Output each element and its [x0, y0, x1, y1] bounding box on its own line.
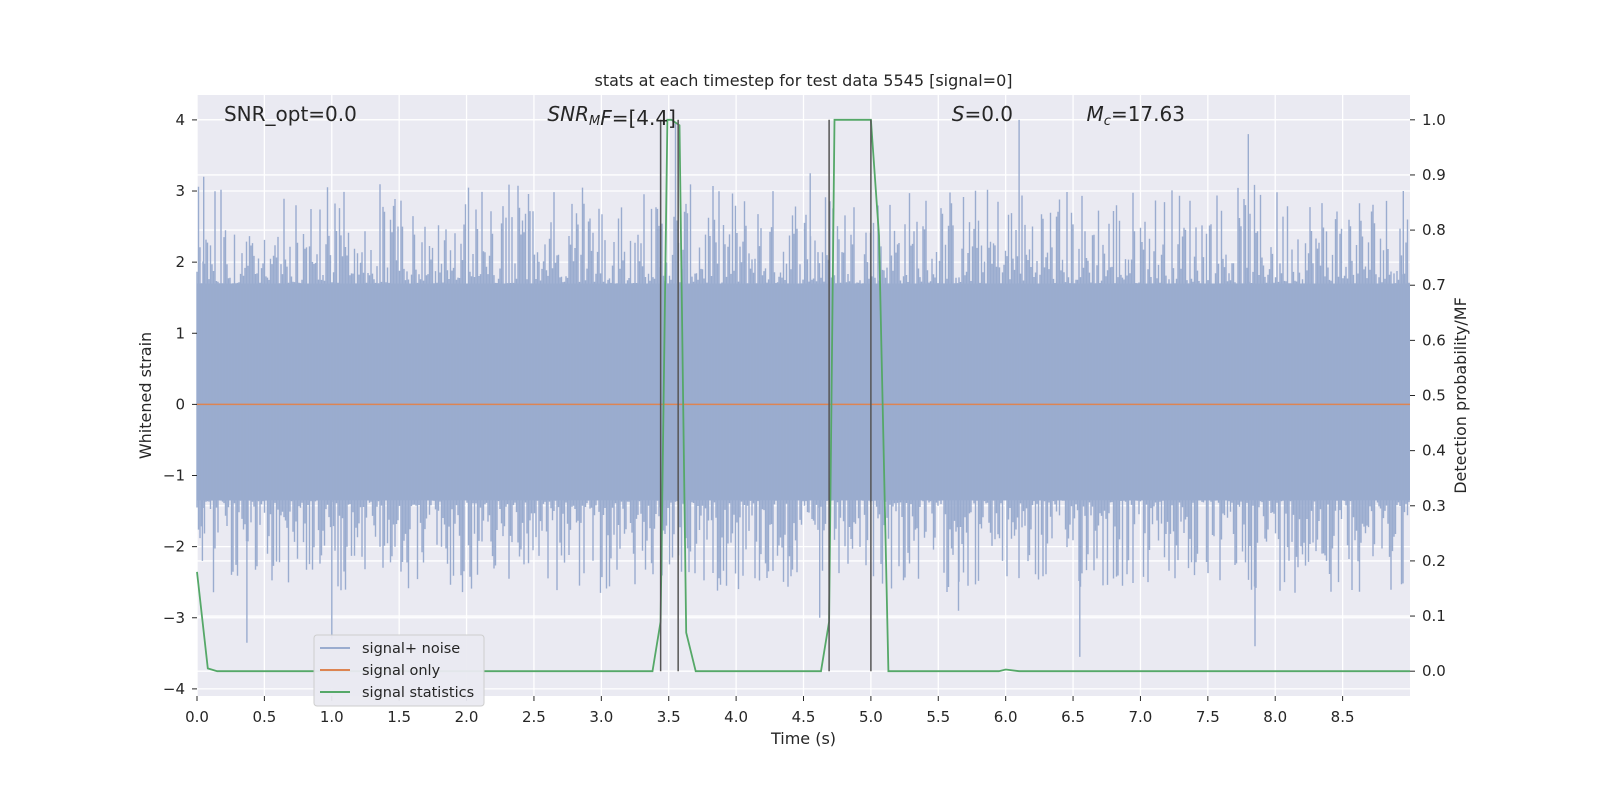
y-right-tick-label: 0.2	[1422, 552, 1446, 570]
y-left-tick-label: −4	[163, 680, 185, 698]
y-right-tick-label: 0.0	[1422, 662, 1446, 680]
chart-title: stats at each timestep for test data 554…	[594, 71, 1012, 90]
annotation-chirp-mass: Mc=17.63	[1087, 102, 1185, 129]
annotation-snr-mf: SNRMF=[4.4]	[547, 102, 675, 130]
y-right-tick-label: 0.4	[1422, 442, 1446, 460]
annotation-s-value: S=0.0	[952, 102, 1013, 126]
x-tick-label: 6.5	[1061, 708, 1085, 726]
x-tick-label: 5.5	[926, 708, 950, 726]
y-axis-right-label: Detection probability/MF	[1451, 297, 1470, 494]
legend: signal+ noise signal only signal statistic…	[313, 634, 485, 707]
x-tick-label: 3.0	[589, 708, 613, 726]
y-left-tick-label: −1	[163, 467, 185, 485]
signal-statistics-line	[196, 118, 1410, 673]
x-tick-label: 6.0	[994, 708, 1018, 726]
annotations: SNR_opt=0.0 SNRMF=[4.4] S=0.0 Mc=17.63	[224, 102, 1185, 130]
y-left-tick-label: 0	[175, 395, 185, 413]
x-tick-label: 2.5	[522, 708, 546, 726]
y-left-tick-label: 1	[175, 324, 185, 342]
series-lines	[196, 118, 1410, 673]
y-right-tick-label: 1.0	[1422, 111, 1446, 129]
y-right-tick-label: 0.5	[1422, 387, 1446, 405]
x-tick-label: 3.5	[657, 708, 681, 726]
y-right-tick-label: 0.3	[1422, 497, 1446, 515]
x-tick-label: 0.5	[252, 708, 276, 726]
x-tick-label: 4.0	[724, 708, 748, 726]
legend-box	[313, 634, 485, 707]
y-right-tick-label: 0.6	[1422, 331, 1446, 349]
y-axis-left-label: Whitened strain	[136, 332, 155, 459]
x-tick-label: 1.0	[320, 708, 344, 726]
tick-labels: 0.0 0.5 1.0 1.5 2.0 2.5 3.0 3.5 4.0 4.5 5.0 5.5 6.0 6…	[163, 111, 1446, 726]
y-right-tick-label: 0.1	[1422, 607, 1446, 625]
y-left-tick-label: 3	[175, 182, 185, 200]
legend-label: signal+ noise	[362, 641, 460, 657]
y-left-tick-label: 2	[175, 253, 185, 271]
y-right-tick-label: 0.7	[1422, 276, 1446, 294]
y-right-tick-label: 0.9	[1422, 166, 1446, 184]
annotation-snr-opt: SNR_opt=0.0	[224, 102, 357, 126]
x-tick-label: 8.0	[1263, 708, 1287, 726]
x-tick-label: 0.0	[185, 708, 209, 726]
x-tick-label: 4.5	[792, 708, 816, 726]
y-right-tick-label: 0.8	[1422, 221, 1446, 239]
y-left-tick-label: 4	[175, 111, 185, 129]
x-tick-label: 8.5	[1331, 708, 1355, 726]
x-tick-label: 1.5	[387, 708, 411, 726]
y-left-tick-label: −3	[163, 609, 185, 627]
legend-label: signal statistics	[362, 685, 474, 701]
x-axis-label: Time (s)	[770, 729, 836, 748]
x-tick-label: 7.5	[1196, 708, 1220, 726]
series-signal-noise	[196, 119, 1410, 657]
legend-label: signal only	[362, 663, 441, 679]
x-tick-label: 7.0	[1129, 708, 1153, 726]
x-tick-label: 2.0	[455, 708, 479, 726]
y-left-tick-label: −2	[163, 538, 185, 556]
vertical-markers	[659, 119, 872, 672]
x-tick-label: 5.0	[859, 708, 883, 726]
